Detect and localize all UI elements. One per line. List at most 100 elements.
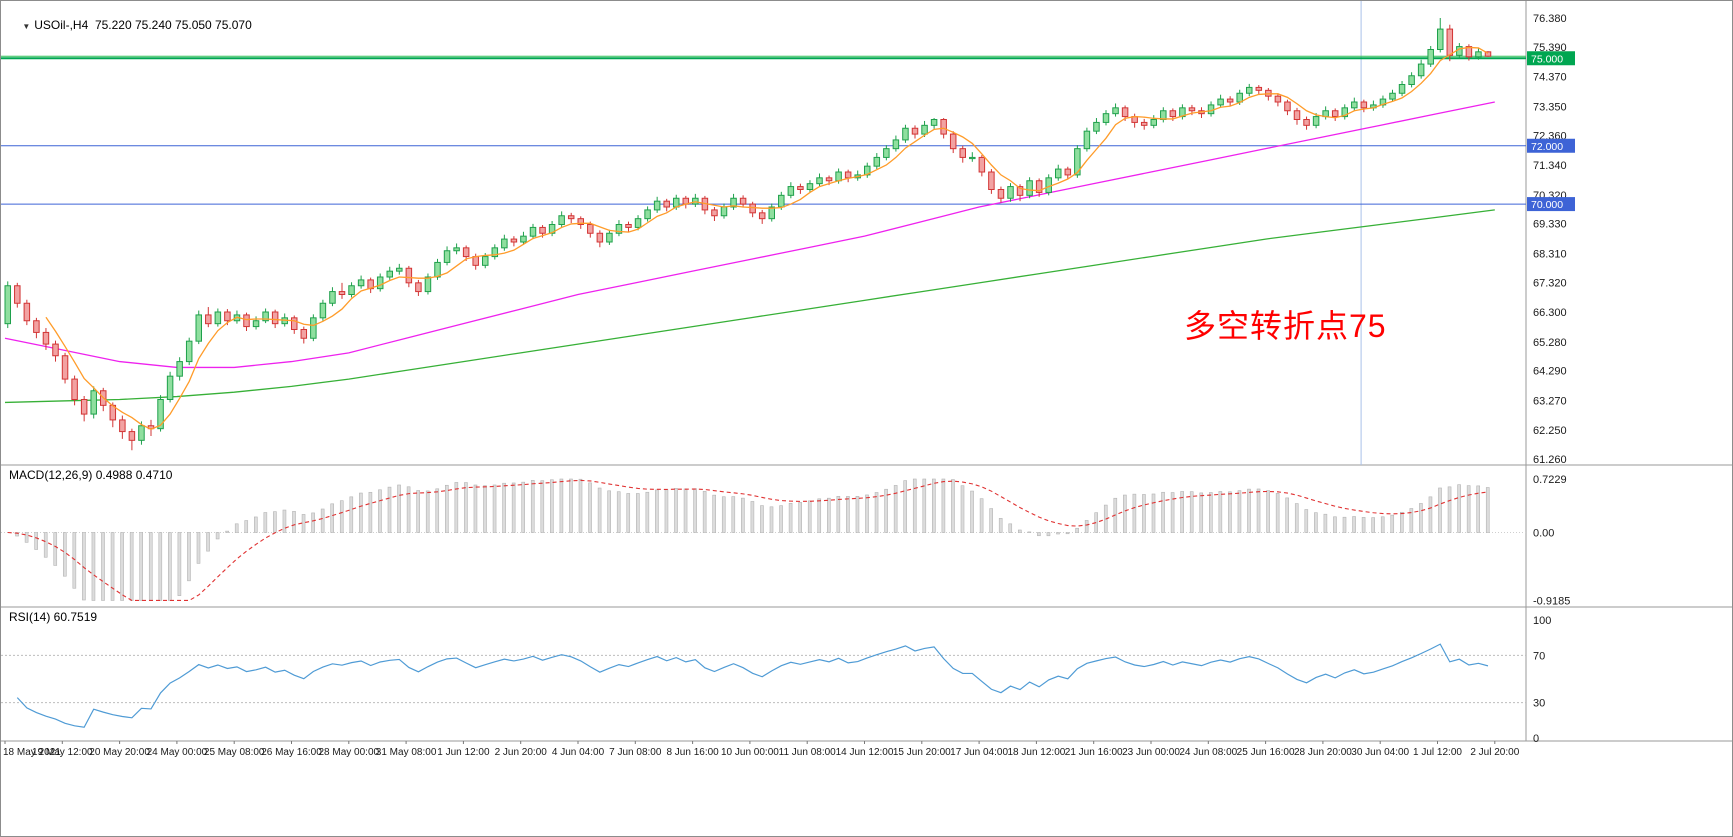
- macd-tick-label: 0.7229: [1533, 474, 1567, 486]
- macd-bar: [1466, 485, 1471, 533]
- macd-bar: [292, 511, 296, 533]
- candle: [166, 371, 174, 403]
- macd-bar: [846, 496, 850, 533]
- candle: [1007, 183, 1014, 202]
- macd-bar: [158, 532, 163, 601]
- candle: [1360, 99, 1368, 113]
- macd-bar: [712, 494, 717, 533]
- candle: [749, 201, 756, 218]
- candle: [1293, 107, 1301, 125]
- candle: [176, 357, 183, 381]
- macd-bar: [1199, 492, 1204, 533]
- macd-bar: [1123, 494, 1127, 533]
- macd-bar: [1151, 493, 1156, 533]
- macd-bar: [129, 532, 134, 601]
- svg-text:72.000: 72.000: [1531, 141, 1563, 153]
- macd-tick-label: -0.9185: [1533, 595, 1570, 607]
- time-label: 19 May 12:00: [32, 747, 93, 758]
- macd-bar: [998, 518, 1003, 533]
- macd-bar: [1342, 516, 1347, 533]
- macd-bar: [244, 520, 249, 533]
- candle: [1016, 184, 1024, 202]
- price-tick-label: 61.260: [1533, 454, 1567, 466]
- time-label: 21 Jun 16:00: [1065, 747, 1123, 758]
- candle: [663, 198, 670, 212]
- macd-bar: [397, 484, 401, 533]
- candle: [1303, 116, 1310, 130]
- ma-slow-line[interactable]: [4, 209, 1495, 404]
- candle: [758, 209, 766, 224]
- candle: [1370, 100, 1377, 111]
- macd-bar: [15, 532, 19, 537]
- candle: [1246, 83, 1253, 97]
- candle: [806, 180, 814, 193]
- candle: [119, 415, 126, 439]
- candle: [625, 221, 632, 232]
- macd-bar: [1390, 514, 1395, 533]
- candle: [1083, 127, 1091, 152]
- macd-bar: [320, 508, 325, 533]
- candle: [252, 316, 260, 330]
- candle: [739, 195, 747, 208]
- candle: [329, 287, 336, 307]
- price-tick-label: 74.370: [1533, 72, 1567, 84]
- candle: [797, 183, 804, 194]
- candle: [1484, 51, 1492, 57]
- collapse-arrow-icon[interactable]: ▼: [22, 22, 31, 31]
- ma-fast-line[interactable]: [45, 46, 1489, 430]
- macd-bar: [263, 512, 268, 533]
- macd-bar: [693, 488, 697, 533]
- candle: [1255, 85, 1263, 95]
- macd-scale[interactable]: 0.7229 0.00 -0.9185: [1533, 474, 1570, 607]
- candle: [844, 169, 852, 183]
- macd-bar: [1323, 513, 1328, 533]
- ma-mid-line[interactable]: [4, 101, 1495, 369]
- macd-bar: [311, 512, 315, 533]
- candle: [529, 223, 537, 240]
- time-label: 24 May 00:00: [147, 747, 208, 758]
- candle: [1045, 174, 1052, 196]
- macd-bar: [444, 484, 449, 533]
- price-tick-label: 62.250: [1533, 425, 1567, 437]
- candle: [80, 396, 88, 422]
- time-label: 11 Jun 08:00: [779, 747, 837, 758]
- candle: [1064, 166, 1072, 180]
- macd-bar: [406, 486, 411, 533]
- macd-bar: [674, 488, 678, 533]
- candle: [405, 265, 413, 288]
- macd-bar: [1476, 485, 1480, 533]
- macd-bar: [626, 493, 631, 533]
- macd-bar: [559, 478, 564, 533]
- candle: [348, 282, 355, 298]
- macd-bar: [635, 493, 640, 533]
- macd-bar: [1352, 516, 1356, 533]
- macd-bar: [359, 492, 363, 533]
- macd-bar: [34, 532, 38, 550]
- macd-bar: [1400, 511, 1404, 533]
- rsi-scale[interactable]: 100 70 30 0: [1533, 615, 1551, 745]
- candle: [911, 125, 919, 139]
- chart-annotation[interactable]: 多空转折点75: [1184, 308, 1387, 344]
- macd-bar: [1056, 532, 1060, 535]
- price-scale[interactable]: 76.38075.39074.37073.35072.36071.34070.3…: [1527, 13, 1575, 466]
- candle: [453, 243, 460, 255]
- candle: [1312, 113, 1320, 129]
- candle: [90, 386, 97, 419]
- macd-tick-label: 0.00: [1533, 527, 1554, 539]
- candle: [243, 312, 250, 331]
- candle: [23, 299, 31, 326]
- price-tick-label: 67.320: [1533, 277, 1567, 289]
- candle: [33, 317, 40, 339]
- macd-bar: [139, 532, 143, 601]
- macd-bar: [1409, 508, 1414, 533]
- candle: [1331, 108, 1339, 121]
- macd-bar: [989, 508, 993, 533]
- macd-bar: [607, 490, 611, 533]
- macd-bar: [368, 491, 373, 533]
- time-label: 20 May 20:00: [89, 747, 150, 758]
- rsi-line: [16, 643, 1489, 728]
- candle: [357, 275, 365, 289]
- macd-bar: [1189, 491, 1194, 533]
